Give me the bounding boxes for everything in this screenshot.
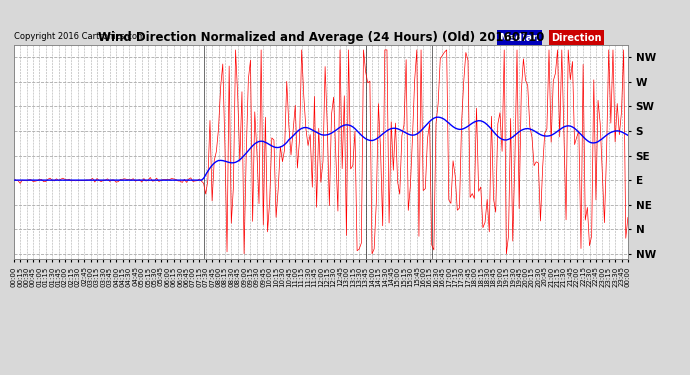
Text: Direction: Direction bbox=[551, 33, 602, 43]
Text: Median: Median bbox=[499, 33, 539, 43]
Text: Copyright 2016 Cartronics.com: Copyright 2016 Cartronics.com bbox=[14, 32, 145, 41]
Title: Wind Direction Normalized and Average (24 Hours) (Old) 20160710: Wind Direction Normalized and Average (2… bbox=[98, 31, 544, 44]
